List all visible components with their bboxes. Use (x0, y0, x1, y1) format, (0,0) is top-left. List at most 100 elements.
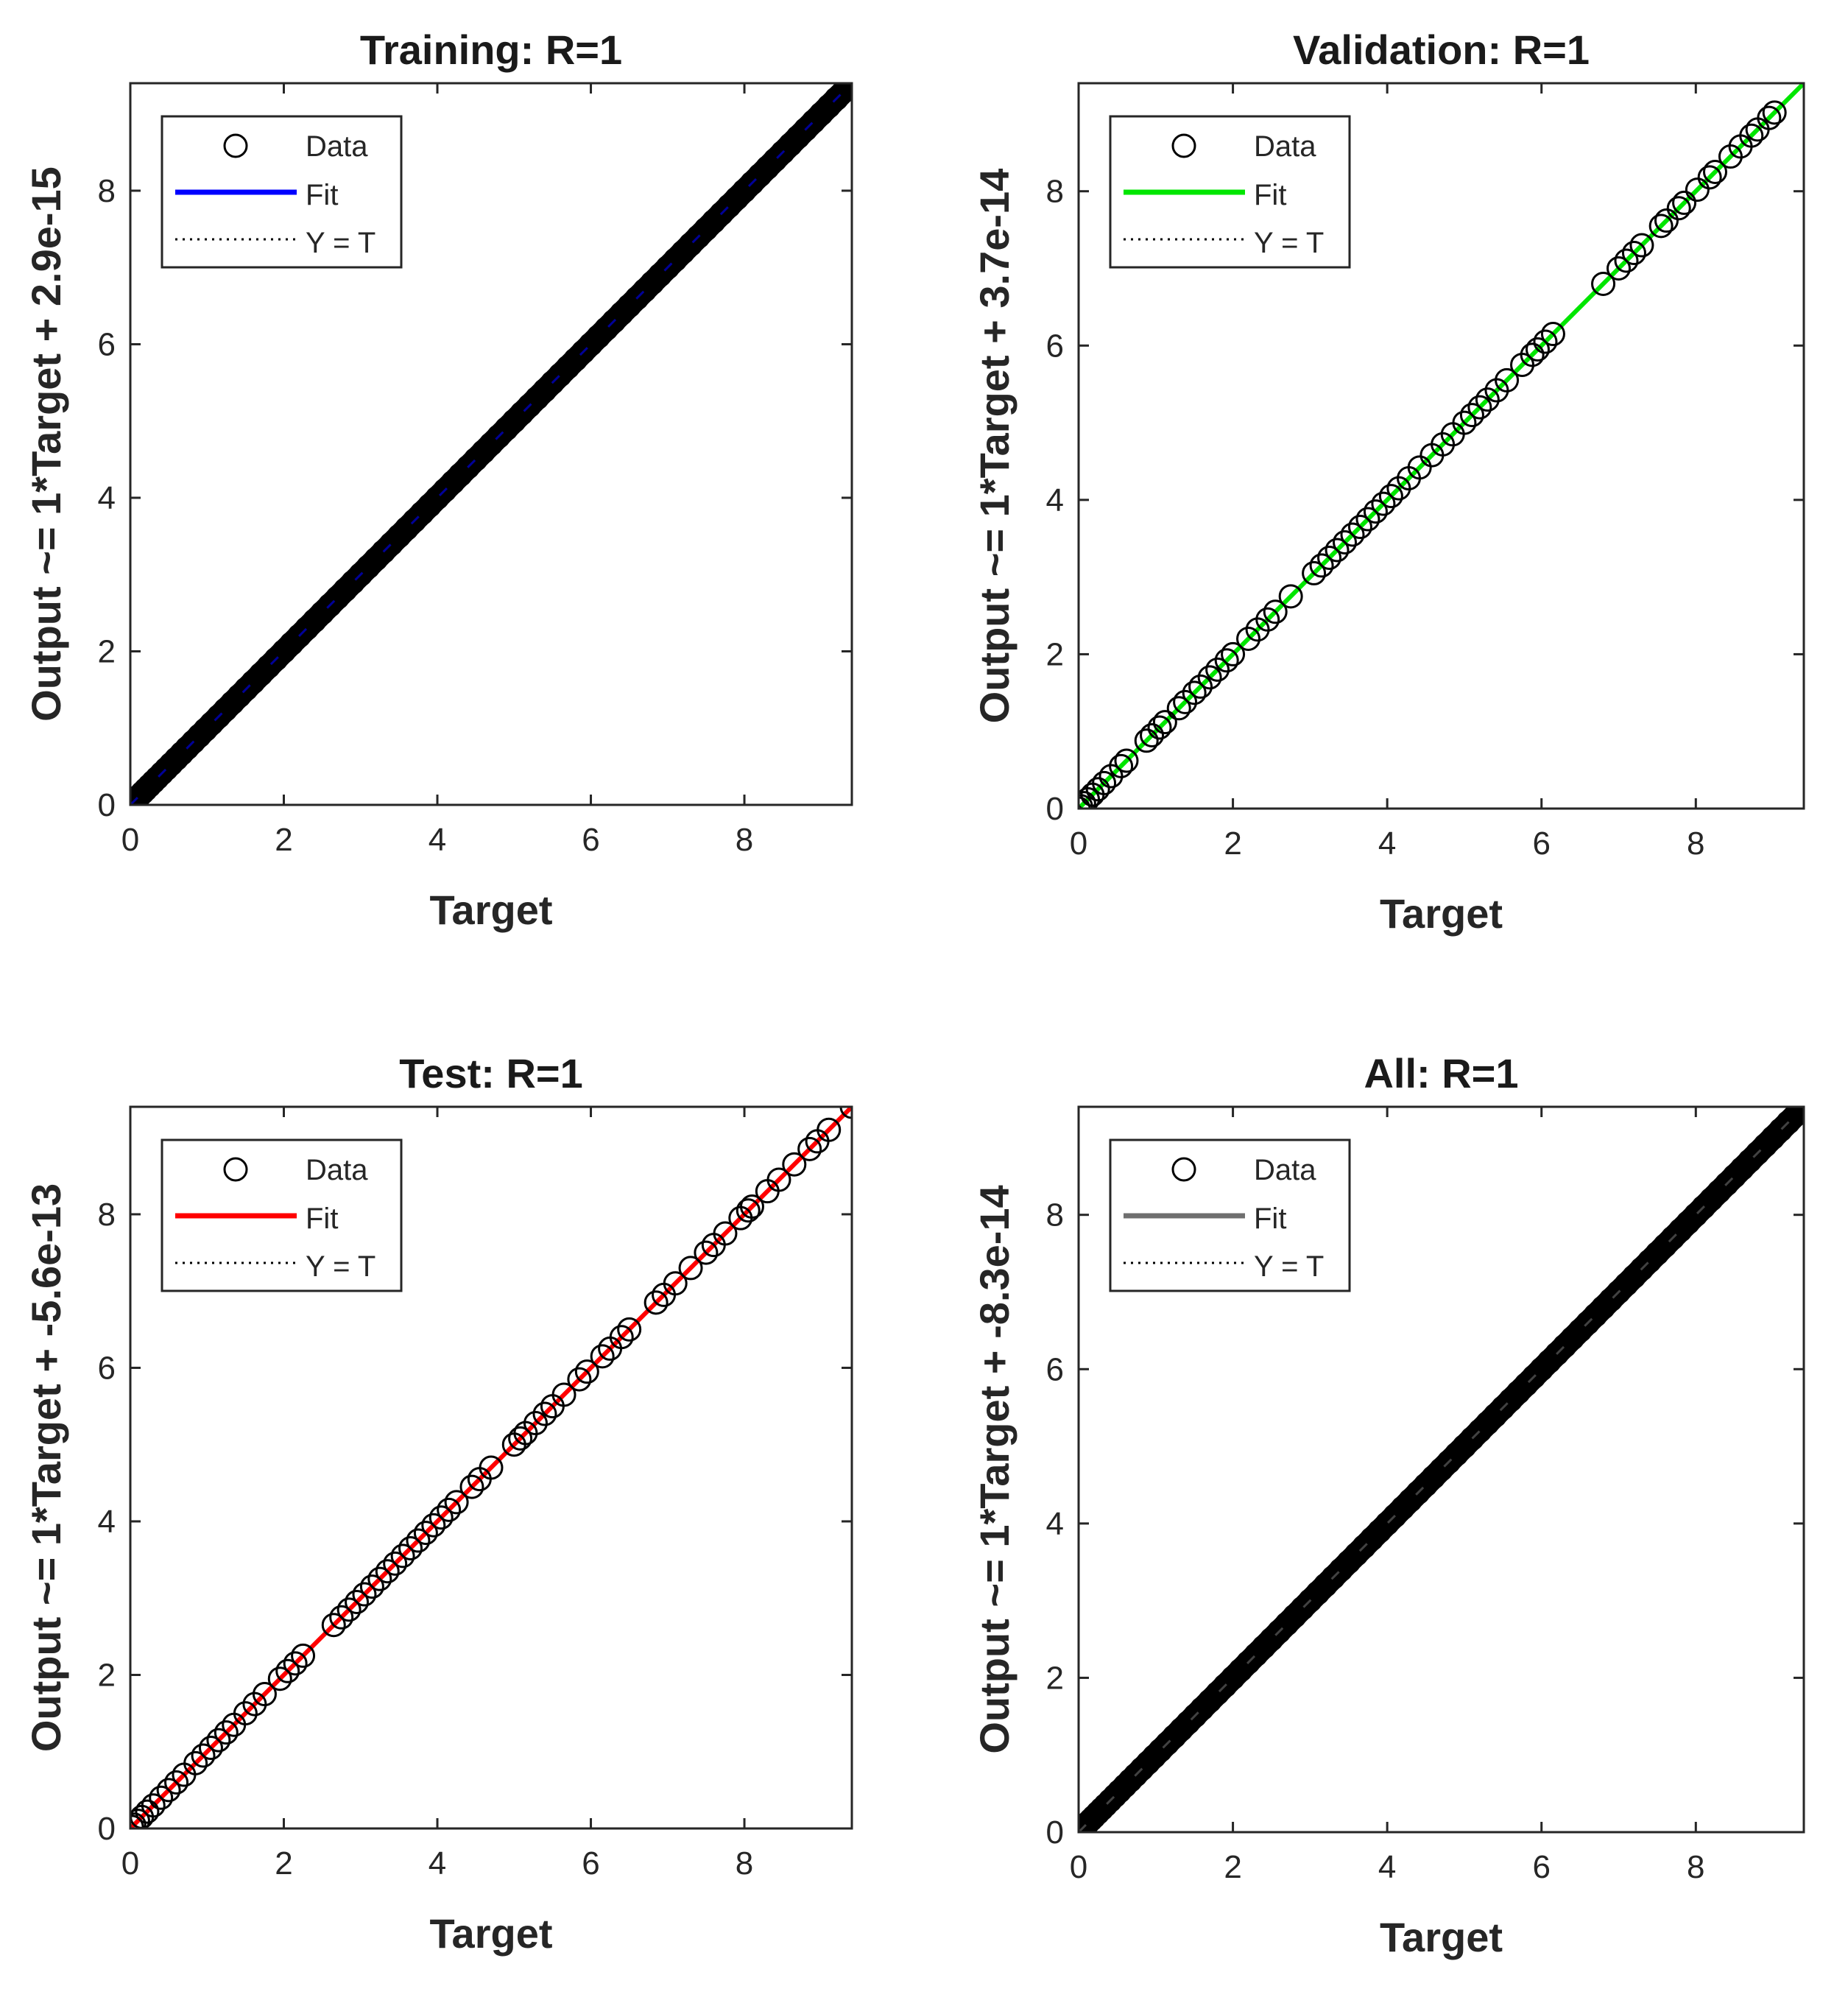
data-point (267, 1666, 292, 1691)
chart-panel-test: 0 2 4 6 8 0 2 4 6 8 Test: R=1 Target Output ~= 1*Tar… (23, 1050, 853, 1957)
data-point (1467, 395, 1492, 420)
data-point (1520, 342, 1545, 367)
data-point (1274, 1611, 1299, 1636)
data-point (193, 717, 218, 742)
data-point (1702, 160, 1727, 185)
y-tick-label: 0 (1046, 791, 1064, 827)
data-point (1660, 1225, 1685, 1250)
data-point (1205, 1680, 1230, 1705)
data-point (1629, 233, 1654, 258)
data-point (1317, 545, 1342, 570)
data-point (406, 1528, 431, 1553)
data-point (797, 1136, 822, 1161)
legend-data-marker (223, 1157, 248, 1182)
data-point (402, 508, 427, 533)
data-point (617, 293, 642, 318)
data-point (1722, 1164, 1747, 1189)
data-point (417, 493, 442, 518)
data-point (678, 1256, 703, 1281)
data-point (333, 577, 358, 602)
data-point (655, 255, 680, 280)
data-point (1514, 1372, 1539, 1397)
data-point (817, 94, 842, 119)
data-point (548, 362, 573, 387)
data-point (509, 401, 535, 426)
data-point (1236, 1650, 1261, 1675)
chart-title: Validation: R=1 (1293, 27, 1590, 73)
y-tick-label: 0 (1046, 1814, 1064, 1851)
data-point (1676, 1210, 1701, 1235)
data-point (1155, 1731, 1180, 1756)
legend-identity-label: Y = T (1254, 1250, 1324, 1283)
data-point (1176, 1710, 1201, 1735)
data-point (180, 730, 205, 755)
data-point (275, 1658, 300, 1683)
axes-frame (129, 1105, 853, 1830)
data-point (766, 1167, 791, 1192)
data-point (437, 1497, 462, 1522)
data-point (724, 186, 750, 211)
data-point (1654, 208, 1679, 233)
data-point (1598, 1287, 1623, 1312)
data-point (1452, 410, 1477, 435)
data-point (206, 1728, 231, 1753)
data-point (1652, 1233, 1677, 1258)
data-point (1190, 1696, 1215, 1721)
axes-frame (1077, 1105, 1805, 1834)
data-point (532, 1401, 557, 1426)
data-point (321, 1613, 346, 1638)
legend-fit-label: Fit (1254, 179, 1286, 211)
data-point (1614, 248, 1639, 273)
y-tick-label: 2 (1046, 636, 1064, 672)
data-point (156, 1778, 181, 1803)
data-point (678, 232, 703, 257)
legend-data-marker (223, 133, 248, 158)
data-point (586, 324, 611, 349)
data-point (1182, 1703, 1207, 1728)
data-point (444, 1490, 469, 1515)
data-point (1089, 1797, 1114, 1822)
data-point (336, 1597, 362, 1622)
y-tick-label: 8 (1046, 174, 1064, 210)
data-point (367, 1566, 392, 1591)
x-tick-label: 6 (582, 1845, 599, 1881)
data-point (1784, 1107, 1804, 1127)
data-point (701, 209, 726, 234)
data-point (832, 83, 852, 103)
data-point (1760, 1125, 1785, 1150)
data-point (1266, 1619, 1291, 1644)
data-point (440, 470, 465, 495)
data-point (1251, 1635, 1276, 1660)
data-point (609, 301, 634, 326)
data-point (390, 1543, 415, 1569)
data-point (421, 1513, 446, 1538)
data-point (486, 424, 511, 449)
data-point (663, 1271, 688, 1296)
data-point (1421, 1465, 1446, 1490)
chart-title: Test: R=1 (399, 1050, 582, 1096)
data-point (593, 317, 618, 342)
y-axis-label: Output ~= 1*Target + 3.7e-14 (971, 169, 1018, 724)
data-point (836, 83, 852, 99)
data-point (220, 690, 245, 715)
data-point (1375, 1511, 1400, 1536)
data-point (739, 1194, 764, 1219)
data-point (1629, 1256, 1654, 1281)
y-tick-label: 4 (1046, 1506, 1064, 1542)
y-tick-label: 6 (1046, 1351, 1064, 1387)
data-point (345, 1589, 370, 1614)
data-point (525, 385, 550, 410)
data-point (1506, 1380, 1531, 1405)
data-point (1776, 1110, 1801, 1135)
data-point (1560, 1326, 1585, 1351)
chart-title: Training: R=1 (360, 27, 622, 73)
data-point (1529, 1356, 1554, 1381)
data-point (1255, 607, 1280, 632)
legend-identity-label: Y = T (306, 227, 375, 259)
data-point (1645, 1241, 1670, 1266)
data-point (213, 697, 238, 722)
data-point (283, 1651, 308, 1676)
data-point (1142, 1744, 1167, 1769)
data-point (1162, 1724, 1187, 1749)
x-tick-label: 6 (1532, 1849, 1550, 1885)
